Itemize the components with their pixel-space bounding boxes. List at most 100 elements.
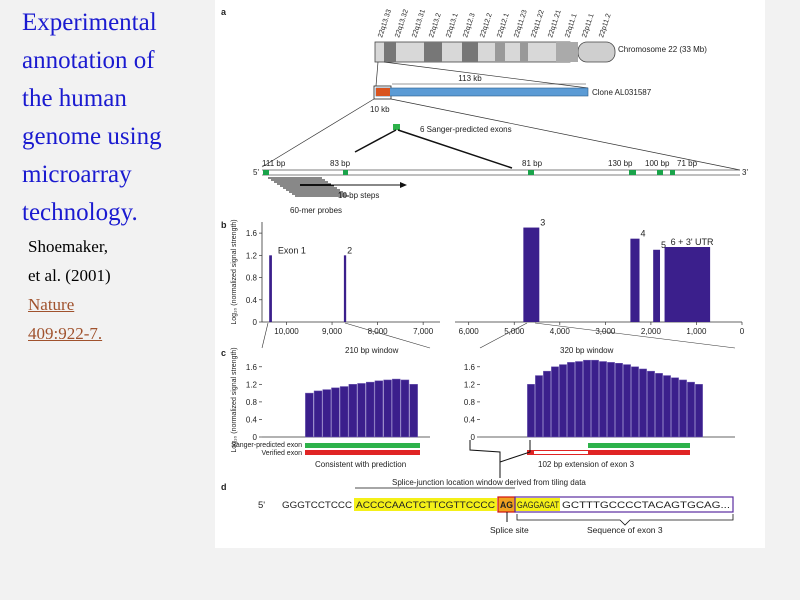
bar bbox=[535, 375, 543, 438]
band bbox=[384, 42, 396, 62]
panel-c: c Log₁₀ (normalized signal strength) San… bbox=[221, 322, 736, 469]
window-label: Splice-junction location window derived … bbox=[392, 478, 586, 487]
x-tick-label: 6,000 bbox=[459, 327, 480, 336]
peak bbox=[653, 249, 661, 322]
exon-box bbox=[514, 496, 734, 513]
x-tick-label: 0 bbox=[740, 327, 745, 336]
peak-label: Exon 1 bbox=[278, 245, 306, 255]
x-tick-label: 5,000 bbox=[504, 327, 525, 336]
sanger-exon bbox=[588, 443, 690, 448]
exon bbox=[629, 170, 636, 175]
y-tick-label: 0 bbox=[253, 318, 258, 327]
bar bbox=[575, 361, 583, 438]
y-axis-label: Log₁₀ (normalized signal strength) bbox=[231, 347, 238, 452]
y-tick-label: 1.2 bbox=[246, 380, 258, 389]
bar bbox=[331, 387, 340, 438]
panel-letter: d bbox=[221, 482, 227, 492]
bar bbox=[348, 384, 358, 438]
bar bbox=[615, 363, 623, 438]
x-tick-label: 3,000 bbox=[595, 327, 616, 336]
exon bbox=[343, 170, 348, 175]
bar bbox=[623, 364, 631, 438]
sanger-exon bbox=[305, 443, 420, 448]
window-title: 210 bp window bbox=[345, 346, 399, 355]
exon-size: 81 bp bbox=[522, 159, 543, 168]
x-tick-label: 10,000 bbox=[274, 327, 299, 336]
bar bbox=[663, 375, 671, 438]
splice-site-label: Splice site bbox=[490, 525, 529, 535]
bar bbox=[599, 361, 607, 438]
peak-label: 3 bbox=[540, 218, 545, 228]
x-tick-label: 2,000 bbox=[641, 327, 662, 336]
panel-letter: c bbox=[221, 348, 226, 358]
bar bbox=[313, 390, 323, 438]
three-prime: 3' bbox=[742, 168, 748, 177]
zoom-line bbox=[261, 98, 375, 168]
exon-extension bbox=[533, 451, 588, 454]
probes bbox=[268, 177, 349, 197]
title-line: Experimental bbox=[22, 9, 157, 36]
citation-line: et al. (2001) bbox=[28, 266, 111, 285]
y-tick-label: 0.4 bbox=[464, 415, 476, 424]
zoom-line bbox=[479, 322, 528, 349]
y-tick-label: 0 bbox=[471, 433, 476, 442]
sequence: GAGGAGAT bbox=[517, 500, 559, 511]
slide-title: Experimental annotation of the human genome… bbox=[22, 4, 162, 232]
clone-bar bbox=[375, 87, 589, 97]
title-line: the human bbox=[22, 85, 127, 112]
bar bbox=[365, 381, 375, 438]
panel-b: b Log₁₀ (normalized signal strength) 0 0.… bbox=[221, 218, 745, 336]
bar bbox=[695, 384, 703, 438]
peak bbox=[269, 255, 272, 322]
peak bbox=[343, 255, 347, 322]
x-tick-label: 7,000 bbox=[413, 327, 434, 336]
y-tick-label: 1.6 bbox=[246, 229, 258, 238]
sequence: AG bbox=[500, 500, 513, 511]
zoom-line bbox=[390, 98, 741, 171]
y-tick-label: 0.4 bbox=[246, 296, 258, 305]
peak-label: 5 bbox=[661, 240, 666, 250]
bar bbox=[383, 379, 392, 438]
steps-label: 10 bp steps bbox=[338, 191, 379, 200]
bar bbox=[671, 377, 679, 438]
chromosome-bands bbox=[384, 42, 578, 62]
exon-size: 83 bp bbox=[330, 159, 351, 168]
citation: Shoemaker, et al. (2001) bbox=[28, 232, 111, 290]
peak-label: 6 + 3' UTR bbox=[671, 237, 714, 247]
y-tick-label: 1.2 bbox=[464, 380, 476, 389]
note: Consistent with prediction bbox=[315, 460, 406, 469]
link-line[interactable]: Nature bbox=[28, 295, 75, 314]
exon bbox=[528, 170, 534, 175]
bar bbox=[559, 364, 567, 438]
five-prime: 5' bbox=[258, 500, 265, 511]
zoom-line bbox=[344, 322, 431, 349]
exon bbox=[263, 170, 269, 175]
title-line: microarray bbox=[22, 161, 132, 188]
y-tick-label: 1.2 bbox=[246, 251, 258, 260]
zoom-line bbox=[534, 322, 736, 349]
verified-exon bbox=[305, 450, 420, 455]
y-tick-label: 0.8 bbox=[246, 274, 258, 283]
bar bbox=[607, 362, 615, 438]
link-line[interactable]: 409:922-7. bbox=[28, 324, 103, 343]
legend-label: Sanger-predicted exon bbox=[231, 442, 302, 449]
bar bbox=[591, 359, 599, 438]
reference-link[interactable]: Nature 409:922-7. bbox=[28, 290, 102, 348]
exon-size: 71 bp bbox=[677, 159, 698, 168]
arrow-head bbox=[400, 182, 407, 188]
bar bbox=[639, 368, 647, 438]
bar bbox=[687, 381, 695, 438]
sequence: GCTTTGCCCCTACAGTGCAG... bbox=[562, 500, 730, 511]
zoom-line bbox=[354, 129, 397, 153]
citation-line: Shoemaker, bbox=[28, 237, 109, 256]
window-title: 320 bp window bbox=[560, 346, 614, 355]
bar bbox=[647, 370, 655, 438]
sequence: GGGTCCTCCC bbox=[282, 500, 352, 511]
y-tick-label: 1.6 bbox=[246, 363, 258, 372]
chromosome-label: Chromosome 22 (33 Mb) bbox=[618, 45, 707, 54]
y-tick-label: 0.8 bbox=[464, 398, 476, 407]
title-line: annotation of bbox=[22, 47, 155, 74]
window-label: 10 kb bbox=[370, 105, 390, 114]
exon-size: 100 bp bbox=[645, 159, 670, 168]
arrow-head bbox=[528, 450, 534, 455]
